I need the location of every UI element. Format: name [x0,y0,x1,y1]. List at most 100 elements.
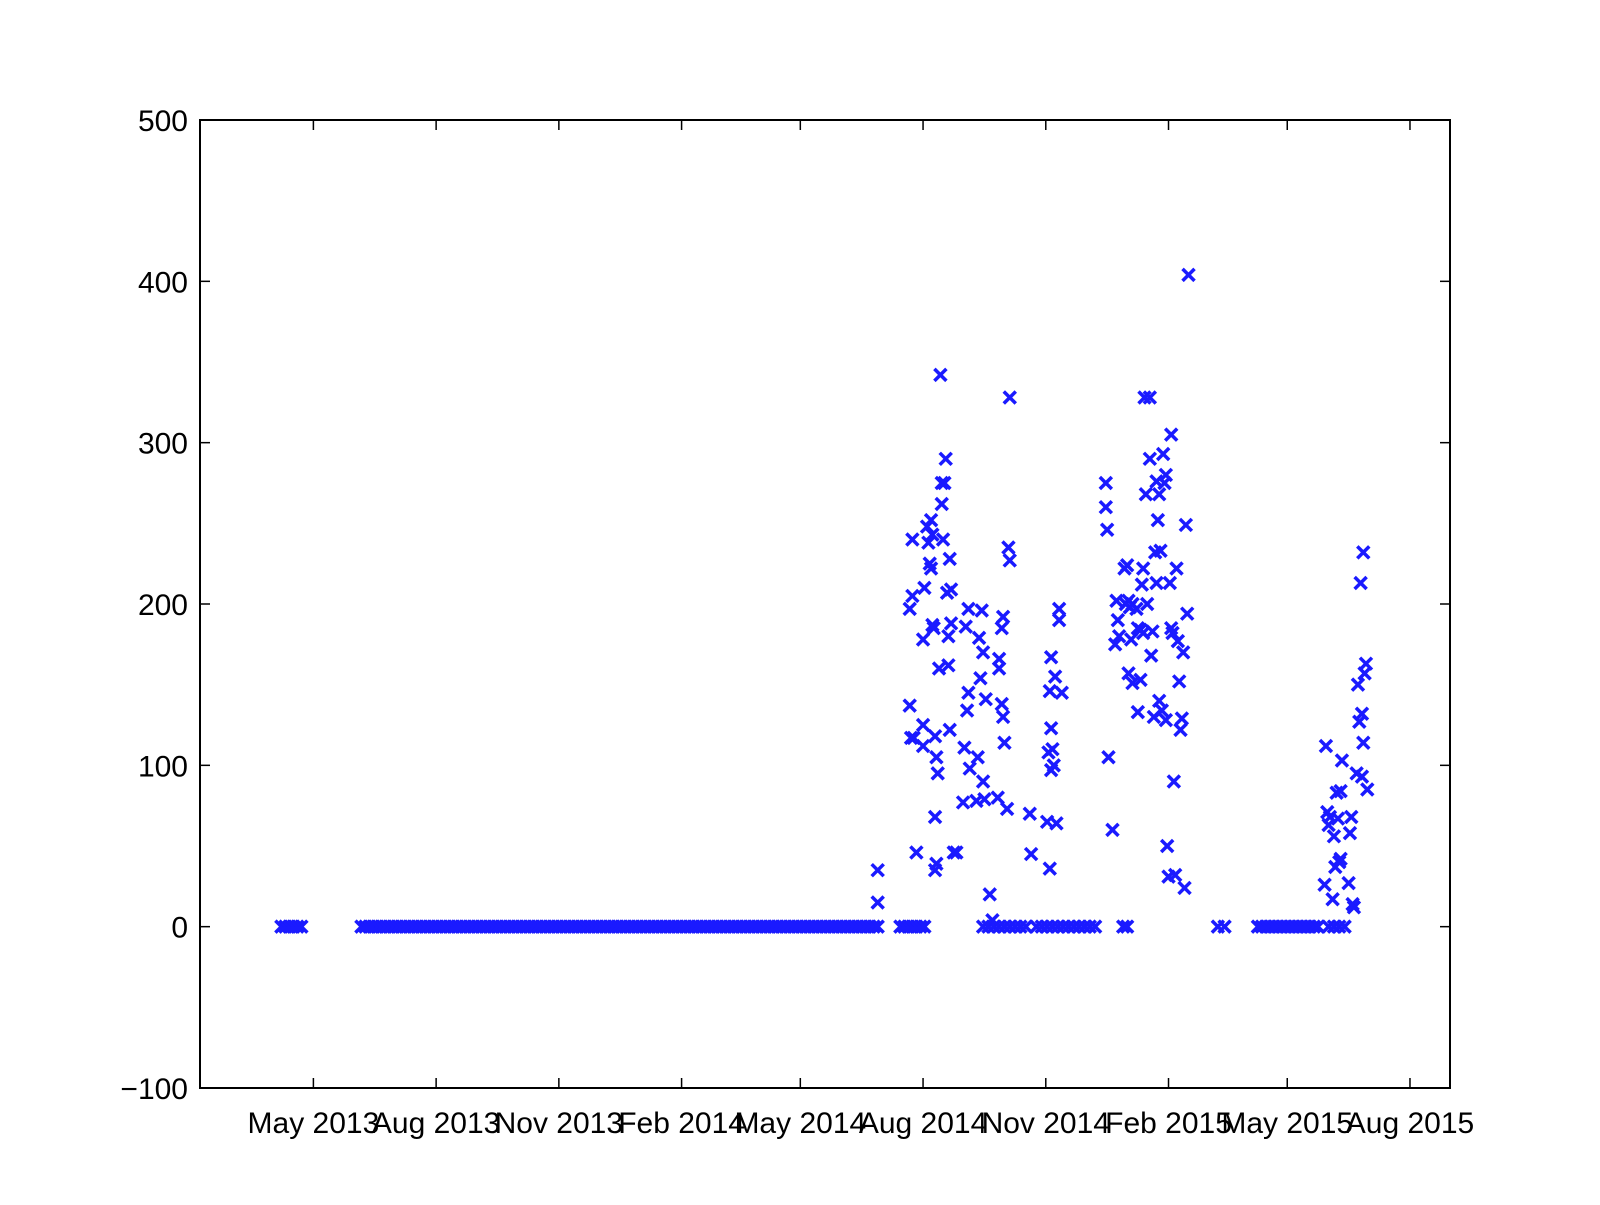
data-point-marker [1353,575,1368,591]
data-point-marker [1082,919,1098,934]
data-point-marker [866,919,881,934]
data-point-marker [933,367,948,383]
data-point-marker [1356,735,1371,750]
data-point-marker [1135,561,1151,576]
data-point-marker [935,532,951,547]
data-point-marker [1043,650,1059,665]
data-point-marker [1046,758,1062,773]
data-point-marker [962,761,977,776]
data-point-marker [909,845,924,860]
data-point-marker [1342,825,1358,841]
data-point-marker [997,919,1012,934]
x-tick-label: May 2013 [248,1107,380,1140]
data-markers [274,267,1375,934]
data-point-marker [1029,919,1044,934]
data-point-marker [1352,714,1367,730]
data-point-marker [1150,512,1166,528]
data-point-marker [1043,720,1059,736]
data-point-marker [1354,769,1370,784]
x-tick-label: Aug 2014 [859,1107,987,1140]
data-point-marker [1174,711,1190,726]
data-point-marker [915,738,931,754]
data-point-marker [1002,390,1018,405]
data-point-marker [929,750,944,765]
data-point-marker [1002,553,1018,568]
data-point-marker [1350,677,1366,692]
data-point-marker [1333,783,1348,799]
data-point-marker [1332,919,1347,934]
data-point-marker [1166,774,1182,789]
data-point-marker [1130,704,1146,720]
data-point-marker [1181,267,1196,283]
data-point-marker [990,790,1005,805]
data-point-marker [1358,656,1374,671]
y-axis: −100 0 100 200 300 400 500 [120,105,1450,1106]
data-point-marker [1159,838,1175,854]
data-point-marker [942,722,957,738]
data-point-marker [1163,427,1179,442]
data-point-marker [1143,648,1159,663]
data-point-marker [1151,487,1167,502]
data-point-marker [1337,919,1352,934]
data-point-marker [971,630,987,646]
data-point-marker [1177,880,1192,896]
data-point-marker [1137,390,1152,405]
data-point-marker [1109,593,1124,609]
data-point-marker [1001,540,1016,555]
data-point-marker [915,717,931,733]
data-point-marker [902,601,917,617]
data-point-marker [975,774,991,789]
data-point-marker [921,535,936,550]
data-point-marker [1151,693,1167,709]
data-point-marker [1111,629,1127,644]
data-point-marker [905,588,920,604]
data-point-marker [1162,575,1178,591]
data-point-marker [925,527,940,542]
data-point-marker [1142,390,1158,405]
data-point-marker [905,532,920,547]
data-point-marker [941,629,956,644]
plot-frame [199,119,1451,1089]
data-point-marker [1175,645,1191,660]
data-point-marker [1344,809,1359,825]
data-point-marker [1050,919,1066,934]
data-point-marker [959,703,975,718]
data-point-marker [1139,596,1155,612]
data-point-marker [995,709,1011,725]
data-point-marker [1317,877,1332,892]
data-point-marker [870,895,885,910]
y-tick-label: 300 [138,428,188,461]
data-point-marker [1013,919,1028,934]
x-tick-label: Feb 2015 [1105,1107,1232,1140]
data-point-marker [958,619,973,634]
data-point-marker [943,616,959,631]
data-point-marker [870,919,885,934]
data-point-marker [1334,753,1350,768]
data-point-marker [1171,674,1187,689]
data-point-marker [1077,919,1092,934]
data-point-marker [1105,822,1120,838]
data-point-marker [1178,517,1194,533]
data-point-marker [1002,919,1018,934]
data-point-marker [943,582,959,597]
data-point-marker [1055,919,1071,934]
y-tick-label: 500 [138,105,188,138]
data-point-marker [1158,467,1174,483]
data-point-marker [1306,919,1322,934]
data-point-marker [1170,633,1186,649]
x-tick-label: Feb 2014 [618,1107,745,1140]
data-point-marker [917,919,932,934]
data-point-marker [1356,545,1371,560]
data-point-marker [923,561,939,576]
data-point-marker [934,475,949,491]
data-point-marker [1087,919,1103,934]
data-point-marker [938,451,953,467]
data-point-marker [1138,487,1154,502]
data-point-marker [1360,782,1375,797]
data-point-marker [1042,861,1058,876]
data-point-marker [982,887,997,902]
data-point-marker [1051,612,1067,628]
data-point-marker [1051,601,1067,617]
data-point-marker [1034,919,1050,934]
